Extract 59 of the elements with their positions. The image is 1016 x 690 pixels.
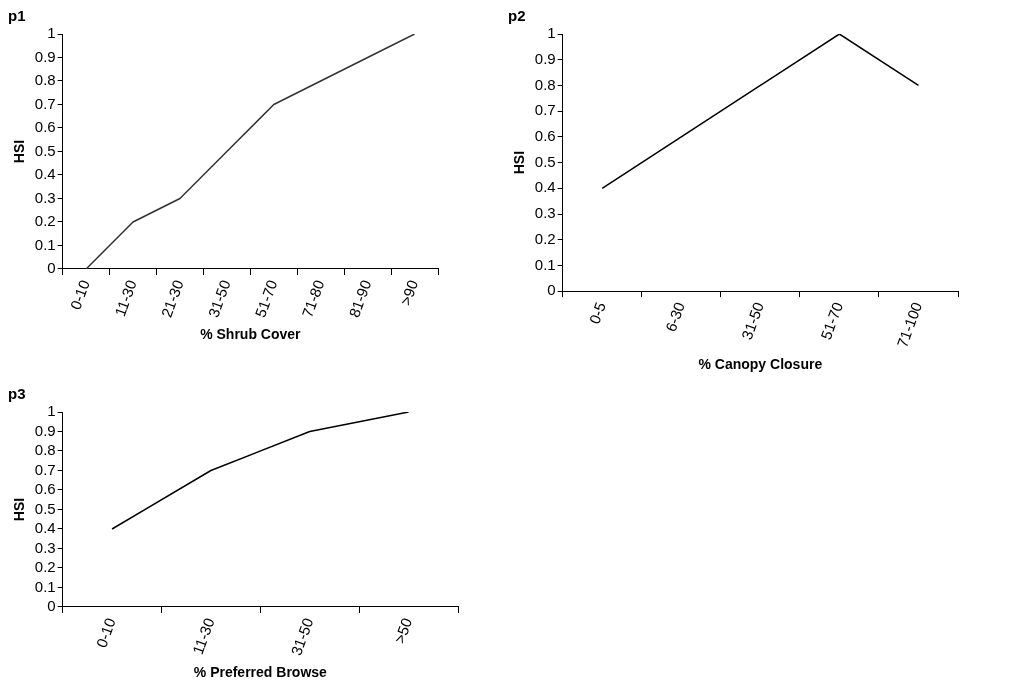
y-tick-label: 0.3 [34, 538, 56, 556]
y-tick-label: 0.2 [34, 212, 56, 230]
y-tick-label: 0.7 [34, 460, 56, 478]
y-tick-label: 0.7 [34, 94, 56, 112]
y-tick-label: 0.6 [534, 127, 556, 144]
x-tick-label: 21-30 [157, 277, 187, 320]
y-tick-label: 1 [547, 24, 556, 42]
y-tick-label: 0.2 [34, 558, 56, 576]
x-tick-label: 11-30 [111, 277, 140, 319]
x-tick-label: 71-100 [893, 299, 926, 350]
x-tick-label: 51-70 [817, 299, 847, 342]
y-tick-label: 0.7 [534, 101, 556, 119]
x-tick-label: 0-10 [92, 615, 119, 650]
chart-title: p1 [8, 7, 26, 25]
y-tick-label: 1 [47, 402, 56, 420]
y-tick-label: 0.9 [34, 421, 56, 439]
x-axis-title: % Preferred Browse [193, 664, 328, 681]
chart-title: p2 [508, 7, 526, 25]
y-tick-label: 0.4 [534, 178, 556, 196]
y-tick-label: 0.9 [534, 49, 556, 67]
x-tick-label: 6-30 [661, 299, 688, 334]
y-tick-label: 0.5 [534, 152, 556, 170]
y-tick-label: 0.8 [534, 75, 556, 93]
y-tick-label: 0.3 [34, 188, 56, 206]
y-tick-label: 0.6 [34, 480, 56, 498]
y-tick-label: 0 [47, 597, 56, 615]
chart-title: p3 [8, 385, 26, 403]
y-tick-label: 0.5 [34, 499, 56, 517]
x-tick-label: 81-90 [345, 277, 375, 320]
x-tick-label: 31-50 [737, 299, 768, 342]
y-tick-label: 0 [547, 281, 556, 299]
x-tick-label: 31-50 [287, 615, 317, 658]
y-tick-label: 0.8 [34, 441, 56, 459]
x-tick-label: 71-80 [298, 277, 328, 320]
y-tick-label: 1 [47, 24, 56, 42]
x-tick-label: 31-50 [204, 277, 234, 320]
y-axis-title: HSI [11, 497, 28, 522]
y-tick-label: 0.4 [34, 165, 56, 183]
y-tick-label: 0.2 [534, 229, 556, 247]
y-axis-title: HSI [511, 150, 528, 175]
x-axis-title: % Shrub Cover [200, 326, 302, 343]
x-tick-label: 11-30 [188, 615, 218, 657]
y-tick-label: 0.9 [34, 47, 56, 65]
y-tick-label: 0.4 [34, 519, 56, 537]
x-tick-label: 51-70 [251, 277, 281, 320]
y-tick-label: 0.1 [534, 255, 556, 273]
y-tick-label: 0.1 [34, 235, 56, 253]
y-tick-label: 0.3 [534, 204, 556, 222]
x-tick-label: 0-10 [66, 277, 93, 312]
x-tick-label: >90 [396, 277, 422, 308]
y-tick-label: 0.6 [34, 118, 56, 136]
x-tick-label: 0-5 [585, 299, 609, 327]
x-tick-label: >50 [390, 615, 416, 646]
y-axis-title: HSI [11, 139, 28, 164]
x-axis-title: % Canopy Closure [698, 356, 823, 373]
y-tick-label: 0.8 [34, 71, 56, 89]
y-tick-label: 0.1 [34, 577, 56, 595]
y-tick-label: 0.5 [34, 141, 56, 159]
y-tick-label: 0 [47, 259, 56, 277]
